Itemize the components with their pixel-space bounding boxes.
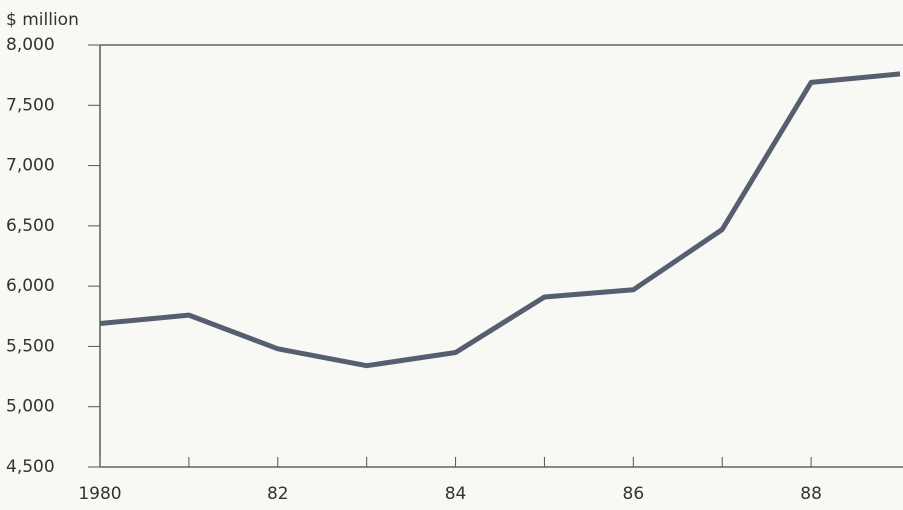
y-axis-label: $ million xyxy=(6,10,79,30)
y-tick-label: 6,000 xyxy=(6,276,55,296)
x-tick-label: 88 xyxy=(800,484,822,504)
y-tick-label: 4,500 xyxy=(6,457,55,477)
x-tick-label: 82 xyxy=(267,484,289,504)
x-tick-label: 84 xyxy=(445,484,467,504)
y-tick-label: 7,000 xyxy=(6,156,55,176)
y-tick-label: 8,000 xyxy=(6,35,55,55)
y-tick-label: 5,500 xyxy=(6,336,55,356)
x-tick-label: 1980 xyxy=(78,484,121,504)
y-tick-label: 7,500 xyxy=(6,95,55,115)
y-tick-label: 6,500 xyxy=(6,216,55,236)
x-tick-label: 86 xyxy=(623,484,645,504)
data-line xyxy=(99,71,901,369)
y-tick-label: 5,000 xyxy=(6,397,55,417)
